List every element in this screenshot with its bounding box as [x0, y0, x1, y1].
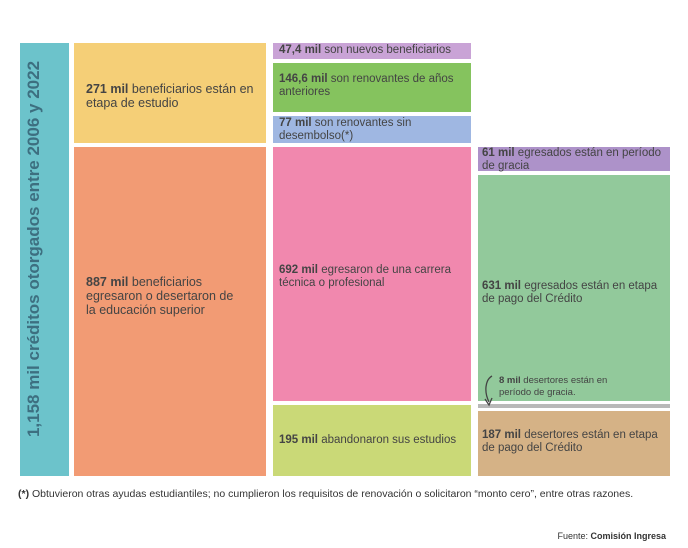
- studying-box: [74, 43, 266, 143]
- graduated-career-value: 692 mil: [279, 264, 318, 276]
- graduated-or-dropped-value: 887 mil: [86, 275, 129, 289]
- dropped-out-text: abandonaron sus estudios: [318, 434, 457, 446]
- renewals-label: 146,6 mil son renovantes de años anterio…: [279, 73, 459, 99]
- dropped-out-box: [273, 405, 471, 476]
- renewals-no-disbursement-label: 77 mil son renovantes sin desembolso(*): [279, 117, 429, 143]
- dropped-out-value: 195 mil: [279, 434, 318, 446]
- renewals-box: [273, 63, 471, 112]
- dropped-out-label: 195 mil abandonaron sus estudios: [279, 434, 469, 447]
- curved-arrow-icon: [484, 375, 493, 407]
- graduates-grace-value: 61 mil: [482, 147, 515, 159]
- renewals-no-disbursement-value: 77 mil: [279, 117, 312, 129]
- graduates-paying-label: 631 mil egresados están en etapa de pago…: [482, 280, 667, 306]
- studying-value: 271 mil: [86, 82, 129, 96]
- dropouts-grace-label: 8 mil desertores están en período de gra…: [499, 375, 609, 399]
- footnote: (*) Obtuvieron otras ayudas estudiantile…: [18, 488, 633, 500]
- graduates-grace-label: 61 mil egresados están en período de gra…: [482, 147, 667, 173]
- dropouts-paying-box: [478, 411, 670, 476]
- renewals-text: son renovantes de años anteriores: [279, 73, 454, 98]
- graduated-or-dropped-box: [74, 147, 266, 476]
- graduated-career-text: egresaron de una carrera técnica o profe…: [279, 264, 451, 289]
- dropouts-paying-value: 187 mil: [482, 429, 521, 441]
- renewals-no-disbursement-box: [273, 116, 471, 143]
- dropouts-grace-strip: [478, 404, 670, 408]
- graduates-paying-box: [478, 175, 670, 401]
- studying-label: 271 mil beneficiarios están en etapa de …: [86, 82, 256, 110]
- new-beneficiaries-text: son nuevos beneficiarios: [321, 44, 451, 56]
- graduated-or-dropped-label: 887 mil beneficiarios egresaron o desert…: [86, 275, 236, 317]
- new-beneficiaries-box: [273, 43, 471, 59]
- studying-text: beneficiarios están en etapa de estudio: [86, 82, 254, 110]
- graduates-grace-text: egresados están en período de gracia: [482, 147, 662, 172]
- footnote-marker: (*): [18, 488, 30, 500]
- dropouts-paying-text: desertores están en etapa de pago del Cr…: [482, 429, 658, 454]
- dropouts-paying-label: 187 mil desertores están en etapa de pag…: [482, 429, 667, 455]
- renewals-no-disbursement-text: son renovantes sin desembolso(*): [279, 117, 412, 142]
- graduates-paying-value: 631 mil: [482, 280, 521, 292]
- new-beneficiaries-value: 47,4 mil: [279, 44, 322, 56]
- dropouts-grace-text: desertores están en período de gracia.: [499, 375, 608, 398]
- source-label: Fuente:: [557, 531, 591, 541]
- graduates-paying-text: egresados están en etapa de pago del Cré…: [482, 280, 658, 305]
- graduated-career-label: 692 mil egresaron de una carrera técnica…: [279, 264, 464, 290]
- dropouts-grace-value: 8 mil: [499, 375, 521, 386]
- total-credits-label: 1,158 mil créditos otorgados entre 2006 …: [24, 60, 43, 438]
- total-credits-bar: [20, 43, 69, 476]
- footnote-text: Obtuvieron otras ayudas estudiantiles; n…: [29, 488, 634, 500]
- source-credit: Fuente: Comisión Ingresa: [557, 531, 666, 541]
- renewals-value: 146,6 mil: [279, 73, 328, 85]
- new-beneficiaries-label: 47,4 mil son nuevos beneficiarios: [279, 44, 474, 57]
- graduates-grace-box: [478, 147, 670, 171]
- source-name: Comisión Ingresa: [590, 531, 666, 541]
- graduated-career-box: [273, 147, 471, 401]
- graduated-or-dropped-text: beneficiarios egresaron o desertaron de …: [86, 275, 234, 317]
